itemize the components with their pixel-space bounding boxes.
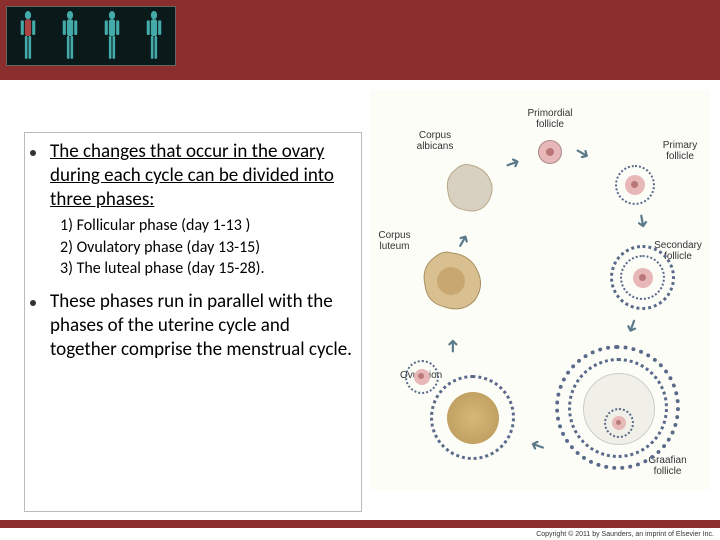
primordial-follicle: [538, 140, 562, 164]
label-corpus-luteum: Corpus luteum: [372, 230, 417, 252]
header-band: [0, 0, 720, 80]
arrow-icon: ➜: [502, 150, 524, 176]
corpus-albicans: [440, 160, 500, 220]
bullet-icon: [30, 150, 36, 156]
arrow-icon: ➜: [630, 212, 654, 231]
header-thumbnail: [6, 6, 176, 66]
text-column: The changes that occur in the ovary duri…: [30, 140, 360, 365]
copyright-text: Copyright © 2011 by Saunders, an imprint…: [536, 531, 714, 538]
label-primordial: Primordial follicle: [520, 108, 580, 130]
label-primary: Primary follicle: [655, 140, 705, 162]
ovulated-oocyte: [405, 360, 439, 394]
footer-band: [0, 520, 720, 528]
arrow-icon: ➜: [527, 433, 549, 459]
arrow-icon: ➜: [442, 338, 464, 353]
arrow-icon: ➜: [571, 140, 595, 167]
ovulation-cell: [430, 375, 515, 460]
content-area: The changes that occur in the ovary duri…: [0, 80, 720, 120]
corpus-luteum: [415, 245, 490, 320]
sub-item-1: 1) Follicular phase (day 1-13 ): [60, 215, 360, 237]
bullet-icon: [30, 300, 36, 306]
anatomy-silhouette: [15, 10, 41, 62]
primary-follicle: [615, 165, 655, 205]
anatomy-silhouette: [57, 10, 83, 62]
secondary-follicle: [610, 245, 675, 310]
anatomy-silhouette: [141, 10, 167, 62]
sub-item-2: 2) Ovulatory phase (day 13-15): [60, 237, 360, 259]
sub-item-3: 3) The luteal phase (day 15-28).: [60, 258, 360, 280]
bullet-2-text: These phases run in parallel with the ph…: [50, 290, 360, 361]
sub-list: 1) Follicular phase (day 1-13 ) 2) Ovula…: [60, 215, 360, 280]
ovarian-cycle-figure: Primordial follicle Corpus albicans Prim…: [370, 90, 710, 490]
arrow-icon: ➜: [620, 315, 646, 337]
graafian-follicle: [555, 345, 680, 470]
bullet-1-text: The changes that occur in the ovary duri…: [50, 140, 360, 211]
anatomy-silhouette: [99, 10, 125, 62]
label-corpus-albicans: Corpus albicans: [410, 130, 460, 152]
